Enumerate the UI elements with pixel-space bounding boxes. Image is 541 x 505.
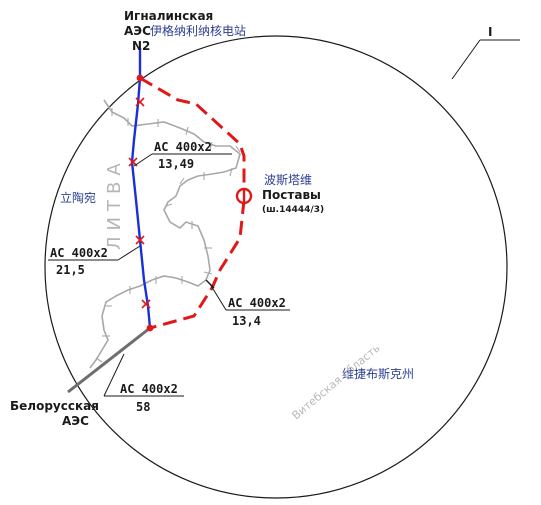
blue-line-crossings xyxy=(128,97,151,309)
belarus-leader-line xyxy=(103,353,125,397)
line-label-4: АС 400x2 58 xyxy=(104,382,184,414)
junction-node xyxy=(146,324,154,332)
line-3-length: 13,4 xyxy=(232,314,261,328)
line-3-cable: АС 400x2 xyxy=(228,296,286,310)
state-border xyxy=(89,99,241,369)
ignalina-node xyxy=(136,74,144,82)
line-label-1: АС 400x2 13,49 xyxy=(133,140,232,171)
ignalina-unit: N2 xyxy=(132,39,150,53)
ignalina-name-cn: 伊格纳利纳核电站 xyxy=(150,23,246,38)
belarus-name-ru: Белорусская xyxy=(10,399,99,413)
line-4-length: 58 xyxy=(136,400,150,414)
vitebsk-label-cn: 维捷布斯克州 xyxy=(342,367,414,381)
line-label-2: АС 400x2 21,5 xyxy=(48,245,141,277)
line-2-cable: АС 400x2 xyxy=(50,246,108,260)
border-ticks xyxy=(95,108,241,363)
lithuania-label-ru: ЛИТВА xyxy=(104,157,125,250)
line-2-length: 21,5 xyxy=(56,263,85,277)
planned-line-north xyxy=(139,76,246,192)
existing-line-blue xyxy=(130,48,152,329)
line-1-length: 13,49 xyxy=(158,157,194,171)
belarus-feeder-line xyxy=(67,326,151,394)
postavy-code: (ш.14444/3) xyxy=(262,205,324,215)
ignalina-npp-ru: АЭС xyxy=(124,24,151,38)
postavy-name-cn: 波斯塔维 xyxy=(264,173,312,187)
vitebsk-label-ru: Витебская область xyxy=(290,341,383,422)
boundary-circle xyxy=(44,35,508,499)
line-4-cable: АС 400x2 xyxy=(120,382,178,396)
postavy-name-ru: Поставы xyxy=(262,188,321,202)
lithuania-label-cn: 立陶宛 xyxy=(60,190,96,205)
sheet-marker: I xyxy=(488,25,492,39)
belarus-npp-ru: АЭС xyxy=(62,414,89,428)
sheet-marker-leader xyxy=(451,39,481,80)
line-1-cable: АС 400x2 xyxy=(154,140,212,154)
planned-line-south xyxy=(149,199,246,330)
line-label-3: АС 400x2 13,4 xyxy=(209,283,290,328)
ignalina-name-ru: Игналинская xyxy=(124,9,213,23)
